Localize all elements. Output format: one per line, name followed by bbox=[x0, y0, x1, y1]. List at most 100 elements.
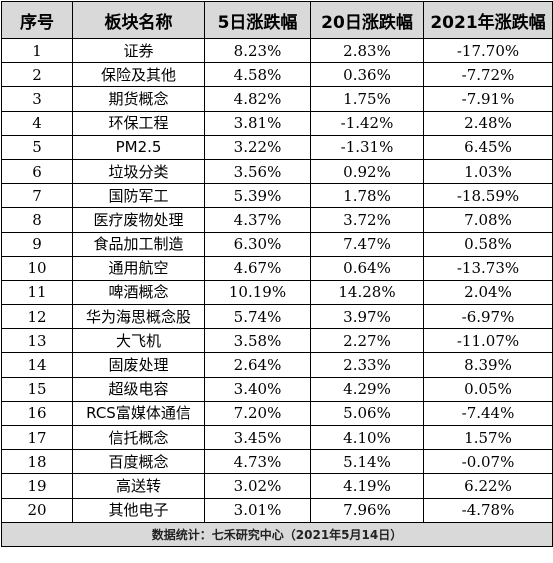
change-5day: 6.30% bbox=[204, 231, 311, 257]
change-2021: 1.03% bbox=[423, 158, 553, 185]
change-5day: 4.37% bbox=[204, 207, 311, 233]
change-20day: 5.06% bbox=[310, 400, 424, 427]
row-index: 10 bbox=[1, 255, 73, 281]
change-2021: -7.44% bbox=[423, 400, 553, 427]
change-5day: 3.22% bbox=[204, 134, 311, 160]
change-20day: 0.36% bbox=[310, 62, 424, 88]
table-row: 14 固废处理 2.64% 2.33% 8.39% bbox=[1, 352, 553, 378]
table-row: 10 通用航空 4.67% 0.64% -13.73% bbox=[1, 255, 553, 281]
sector-name: 华为海思概念股 bbox=[72, 304, 205, 330]
row-index: 16 bbox=[1, 400, 73, 427]
sector-name: 大飞机 bbox=[72, 328, 205, 354]
sector-name: 超级电容 bbox=[72, 376, 205, 402]
change-20day: 1.75% bbox=[310, 86, 424, 112]
change-5day: 4.73% bbox=[204, 449, 311, 475]
change-2021: 1.57% bbox=[423, 424, 553, 451]
change-20day: -1.31% bbox=[310, 134, 424, 160]
change-20day: 3.97% bbox=[310, 304, 424, 330]
change-20day: 5.14% bbox=[310, 449, 424, 475]
row-index: 8 bbox=[1, 207, 73, 233]
change-20day: -1.42% bbox=[310, 110, 424, 136]
change-2021: -6.97% bbox=[423, 304, 553, 330]
header-row: 序号 板块名称 5日涨跌幅 20日涨跌幅 2021年涨跌幅 bbox=[1, 1, 553, 39]
table-row: 15 超级电容 3.40% 4.29% 0.05% bbox=[1, 376, 553, 402]
row-index: 1 bbox=[1, 37, 73, 64]
row-index: 12 bbox=[1, 304, 73, 330]
table-row: 1 证券 8.23% 2.83% -17.70% bbox=[1, 37, 553, 64]
change-5day: 4.58% bbox=[204, 62, 311, 88]
table-row: 7 国防军工 5.39% 1.78% -18.59% bbox=[1, 183, 553, 209]
change-5day: 5.39% bbox=[204, 183, 311, 209]
change-2021: 6.45% bbox=[423, 134, 553, 160]
change-5day: 3.02% bbox=[204, 473, 311, 499]
row-index: 19 bbox=[1, 473, 73, 499]
table-row: 12 华为海思概念股 5.74% 3.97% -6.97% bbox=[1, 304, 553, 330]
table-row: 6 垃圾分类 3.56% 0.92% 1.03% bbox=[1, 158, 553, 185]
change-5day: 10.19% bbox=[204, 279, 311, 306]
row-index: 18 bbox=[1, 449, 73, 475]
change-2021: -0.07% bbox=[423, 449, 553, 475]
change-5day: 2.64% bbox=[204, 352, 311, 378]
row-index: 4 bbox=[1, 110, 73, 136]
change-5day: 4.82% bbox=[204, 86, 311, 112]
change-2021: -11.07% bbox=[423, 328, 553, 354]
row-index: 14 bbox=[1, 352, 73, 378]
change-5day: 5.74% bbox=[204, 304, 311, 330]
change-2021: -13.73% bbox=[423, 255, 553, 281]
change-5day: 3.81% bbox=[204, 110, 311, 136]
change-20day: 1.78% bbox=[310, 183, 424, 209]
table-row: 13 大飞机 3.58% 2.27% -11.07% bbox=[1, 328, 553, 354]
change-20day: 7.47% bbox=[310, 231, 424, 257]
sector-name: 通用航空 bbox=[72, 255, 205, 281]
sector-name: 食品加工制造 bbox=[72, 231, 205, 257]
change-5day: 3.01% bbox=[204, 497, 311, 523]
row-index: 9 bbox=[1, 231, 73, 257]
change-2021: 0.58% bbox=[423, 231, 553, 257]
row-index: 15 bbox=[1, 376, 73, 402]
sector-name: 啤酒概念 bbox=[72, 279, 205, 306]
change-20day: 4.19% bbox=[310, 473, 424, 499]
source-note: 数据统计：七禾研究中心（2021年5月14日） bbox=[1, 521, 553, 547]
change-20day: 4.29% bbox=[310, 376, 424, 402]
table-row: 19 高送转 3.02% 4.19% 6.22% bbox=[1, 473, 553, 499]
change-5day: 3.40% bbox=[204, 376, 311, 402]
table-row: 11 啤酒概念 10.19% 14.28% 2.04% bbox=[1, 279, 553, 306]
change-20day: 3.72% bbox=[310, 207, 424, 233]
sector-name: 证券 bbox=[72, 37, 205, 64]
table-row: 9 食品加工制造 6.30% 7.47% 0.58% bbox=[1, 231, 553, 257]
table-row: 2 保险及其他 4.58% 0.36% -7.72% bbox=[1, 62, 553, 88]
change-2021: -17.70% bbox=[423, 37, 553, 64]
sector-name: 垃圾分类 bbox=[72, 158, 205, 185]
sector-name: 信托概念 bbox=[72, 424, 205, 451]
row-index: 20 bbox=[1, 497, 73, 523]
change-2021: -4.78% bbox=[423, 497, 553, 523]
header-index: 序号 bbox=[1, 1, 73, 39]
header-sector-name: 板块名称 bbox=[72, 1, 205, 39]
footer-row: 数据统计：七禾研究中心（2021年5月14日） bbox=[1, 521, 553, 547]
table-row: 4 环保工程 3.81% -1.42% 2.48% bbox=[1, 110, 553, 136]
change-20day: 4.10% bbox=[310, 424, 424, 451]
change-20day: 7.96% bbox=[310, 497, 424, 523]
sector-name: 固废处理 bbox=[72, 352, 205, 378]
row-index: 2 bbox=[1, 62, 73, 88]
change-5day: 8.23% bbox=[204, 37, 311, 64]
change-5day: 3.58% bbox=[204, 328, 311, 354]
change-2021: -18.59% bbox=[423, 183, 553, 209]
row-index: 17 bbox=[1, 424, 73, 451]
change-2021: 6.22% bbox=[423, 473, 553, 499]
table-row: 16 RCS富媒体通信 7.20% 5.06% -7.44% bbox=[1, 400, 553, 427]
row-index: 6 bbox=[1, 158, 73, 185]
sector-name: 期货概念 bbox=[72, 86, 205, 112]
change-20day: 14.28% bbox=[310, 279, 424, 306]
sector-name: 医疗废物处理 bbox=[72, 207, 205, 233]
sector-name: 百度概念 bbox=[72, 449, 205, 475]
change-5day: 7.20% bbox=[204, 400, 311, 427]
change-20day: 2.27% bbox=[310, 328, 424, 354]
change-2021: 2.48% bbox=[423, 110, 553, 136]
header-2021-change: 2021年涨跌幅 bbox=[423, 1, 553, 39]
change-2021: -7.72% bbox=[423, 62, 553, 88]
change-5day: 3.45% bbox=[204, 424, 311, 451]
sector-name: 环保工程 bbox=[72, 110, 205, 136]
change-2021: 8.39% bbox=[423, 352, 553, 378]
table-row: 17 信托概念 3.45% 4.10% 1.57% bbox=[1, 424, 553, 451]
